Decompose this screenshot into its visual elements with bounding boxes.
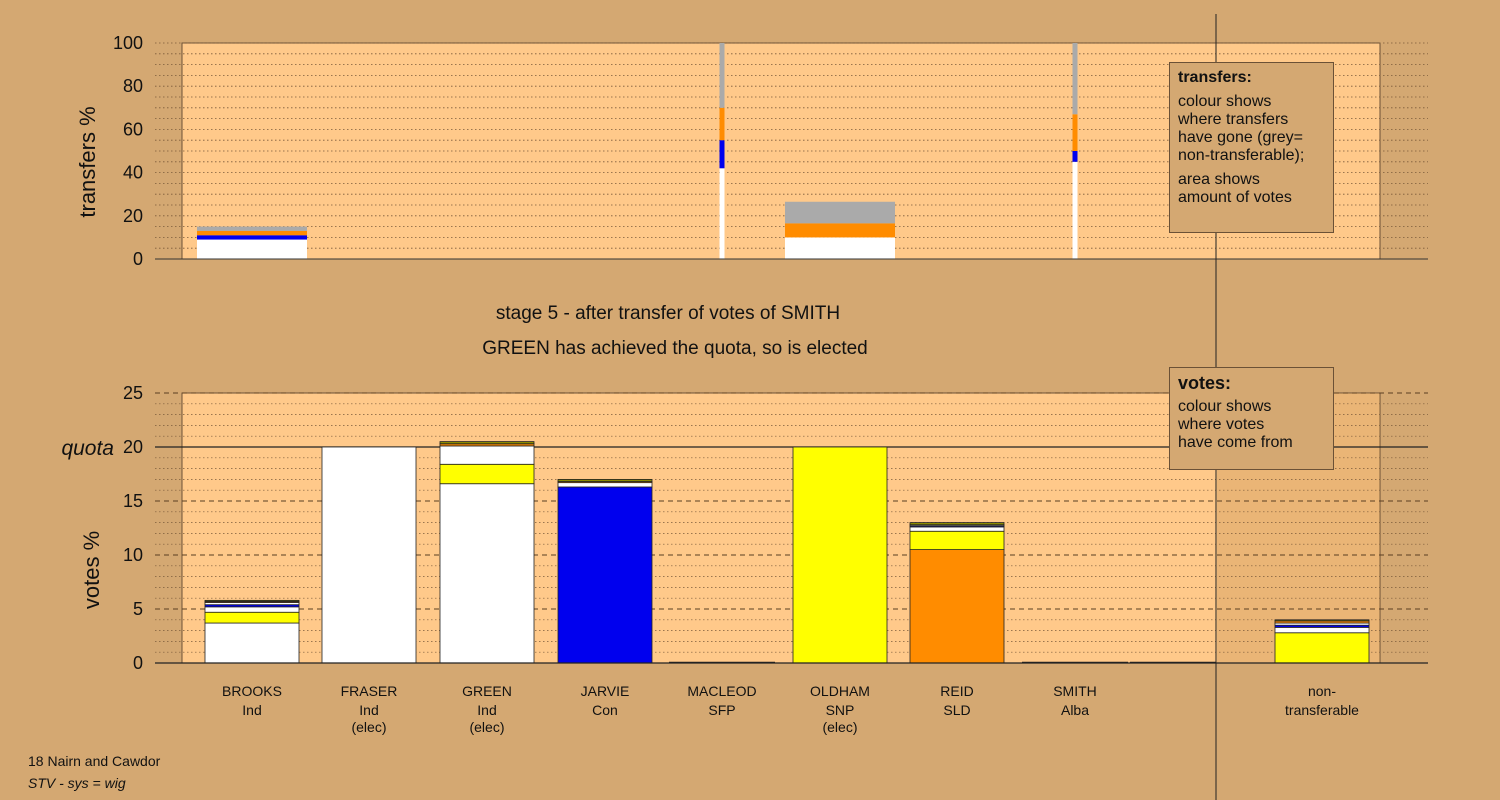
votes-legend: votes: colour shows where votes have com… xyxy=(1169,367,1334,470)
candidate-status: (elec) xyxy=(469,719,504,735)
votes-y-tick-label: 15 xyxy=(123,491,143,511)
candidate-party: SLD xyxy=(943,702,970,718)
transfers-legend-area-text: area shows amount of votes xyxy=(1178,171,1325,207)
vote-segment-reid xyxy=(909,526,1005,532)
legend-line: area shows xyxy=(1178,171,1260,188)
vote-segment-brooks xyxy=(204,599,300,602)
transfer-segment xyxy=(197,226,307,231)
vote-segment-nontransferable xyxy=(1274,632,1370,664)
candidate-name: BROOKS xyxy=(222,683,282,699)
candidate-party: SFP xyxy=(708,702,735,718)
transfer-segment xyxy=(1072,151,1078,162)
votes-y-axis-label: votes % xyxy=(79,531,104,609)
vote-segment-jarvie xyxy=(557,478,653,482)
elected-message: GREEN has achieved the quota, so is elec… xyxy=(482,338,868,359)
nontransferable-label: transferable xyxy=(1285,702,1359,718)
transfers-y-tick-label: 60 xyxy=(123,119,143,139)
candidate-name: GREEN xyxy=(462,683,512,699)
vote-segment-reid xyxy=(909,549,1005,664)
vote-segment-nontransferable xyxy=(1274,626,1370,634)
transfer-segment xyxy=(197,239,307,259)
candidate-name: REID xyxy=(940,683,973,699)
vote-segment-green xyxy=(439,463,535,485)
transfer-segment xyxy=(785,223,895,238)
transfer-segment xyxy=(197,235,307,240)
legend-line: where votes xyxy=(1178,416,1265,433)
vote-segment-brooks xyxy=(204,606,300,613)
votes-legend-text: colour shows where votes have come from xyxy=(1178,398,1325,452)
candidate-party: SNP xyxy=(826,702,855,718)
transfer-segment xyxy=(785,237,895,259)
candidate-status: (elec) xyxy=(822,719,857,735)
candidate-party: Ind xyxy=(477,702,496,718)
transfers-y-tick-label: 40 xyxy=(123,163,143,183)
votes-y-tick-label: 0 xyxy=(133,653,143,673)
legend-line: colour shows xyxy=(1178,398,1272,415)
candidate-party: Ind xyxy=(359,702,378,718)
candidate-name: JARVIE xyxy=(581,683,630,699)
transfer-segment xyxy=(1072,114,1078,151)
vote-segment-green xyxy=(439,445,535,465)
transfers-legend-heading: transfers: xyxy=(1178,69,1252,86)
vote-segment-reid xyxy=(909,522,1005,526)
vote-segment-green xyxy=(439,441,535,445)
candidate-party: Alba xyxy=(1061,702,1089,718)
quota-label: quota xyxy=(61,437,114,460)
candidate-name: SMITH xyxy=(1053,683,1097,699)
transfer-segment xyxy=(719,140,725,169)
votes-y-tick-label: 10 xyxy=(123,545,143,565)
transfers-y-tick-label: 20 xyxy=(123,206,143,226)
transfers-legend: transfers: colour shows where transfers … xyxy=(1169,62,1334,233)
candidate-name: OLDHAM xyxy=(810,683,870,699)
vote-segment-brooks xyxy=(204,611,300,624)
candidate-name: FRASER xyxy=(341,683,398,699)
candidate-party: Ind xyxy=(242,702,261,718)
transfers-y-tick-label: 80 xyxy=(123,76,143,96)
vote-segment-brooks xyxy=(204,622,300,664)
transfers-legend-colour-text: colour shows where transfers have gone (… xyxy=(1178,93,1325,165)
transfer-segment xyxy=(785,201,895,224)
nontransferable-label: non- xyxy=(1308,683,1336,699)
candidate-party: Con xyxy=(592,702,618,718)
transfer-segment xyxy=(719,43,725,108)
legend-line: colour shows xyxy=(1178,93,1272,110)
candidate-status: (elec) xyxy=(351,719,386,735)
constituency-label: 18 Nairn and Cawdor xyxy=(28,753,161,769)
votes-y-tick-label: 25 xyxy=(123,383,143,403)
transfer-segment xyxy=(197,230,307,236)
legend-line: have gone (grey= xyxy=(1178,129,1303,146)
vote-segment-nontransferable xyxy=(1274,619,1370,622)
transfers-y-axis-label: transfers % xyxy=(75,106,100,217)
legend-line: where transfers xyxy=(1178,111,1289,128)
votes-legend-heading: votes: xyxy=(1178,373,1232,393)
votes-y-tick-label: 5 xyxy=(133,599,143,619)
transfer-segment xyxy=(719,107,725,141)
stage-message: stage 5 - after transfer of votes of SMI… xyxy=(496,303,840,324)
transfer-segment xyxy=(719,168,725,259)
legend-line: non-transferable); xyxy=(1178,147,1305,164)
vote-segment-oldham xyxy=(792,446,888,664)
votes-y-tick-label: 20 xyxy=(123,437,143,457)
transfers-y-tick-label: 0 xyxy=(133,249,143,269)
vote-segment-jarvie xyxy=(557,482,653,488)
transfers-y-tick-label: 100 xyxy=(113,33,143,53)
transfer-segment xyxy=(1072,43,1078,115)
system-label: STV - sys = wig xyxy=(28,775,126,791)
candidate-name: MACLEOD xyxy=(687,683,756,699)
transfer-segment xyxy=(1072,161,1078,259)
vote-segment-jarvie xyxy=(557,486,653,664)
vote-segment-fraser xyxy=(321,446,417,664)
legend-line: have come from xyxy=(1178,434,1293,451)
legend-line: amount of votes xyxy=(1178,189,1292,206)
vote-segment-green xyxy=(439,483,535,664)
vote-segment-reid xyxy=(909,530,1005,550)
